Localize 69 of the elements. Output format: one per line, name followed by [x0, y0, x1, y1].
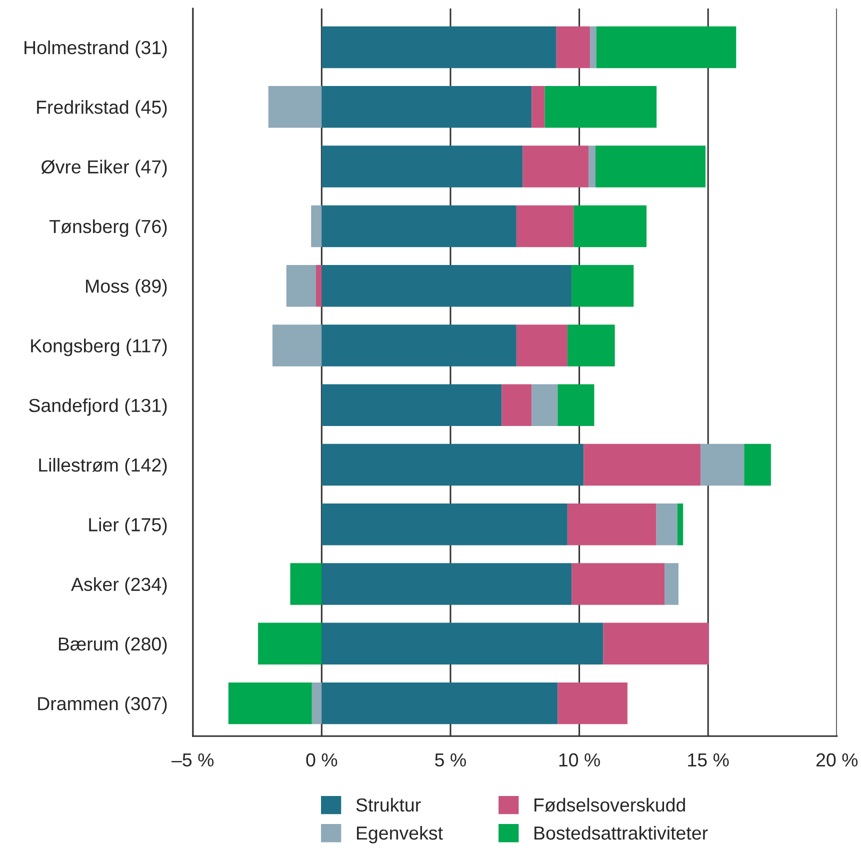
legend-label: Egenvekst	[356, 826, 443, 844]
y-tick-label: Øvre Eiker (47)	[41, 160, 167, 178]
bar	[532, 86, 545, 128]
bar	[567, 504, 656, 546]
bar	[556, 26, 590, 68]
bar	[322, 324, 516, 366]
bar	[558, 384, 594, 426]
legend-label: Bostedsattraktiviteter	[534, 826, 708, 840]
bar	[572, 563, 665, 605]
bar	[700, 444, 744, 486]
bar	[272, 324, 322, 366]
bar	[322, 86, 532, 128]
bar	[268, 86, 322, 128]
x-tick-label: 20 %	[816, 753, 858, 767]
bar	[744, 444, 771, 486]
bar	[677, 504, 684, 546]
bar	[322, 384, 502, 426]
bar	[532, 384, 558, 426]
bar	[322, 264, 572, 307]
bar	[312, 682, 322, 724]
bar	[316, 264, 322, 307]
bar	[516, 205, 574, 248]
bar	[572, 264, 634, 307]
bar	[502, 384, 532, 426]
bar	[228, 682, 312, 724]
y-tick-label: Lillestrøm (142)	[39, 458, 167, 476]
legend-label: Struktur	[356, 798, 421, 812]
bar	[322, 622, 604, 665]
bar	[596, 146, 706, 188]
bar	[258, 622, 322, 665]
y-tick-label: Bærum (280)	[58, 636, 167, 654]
bar	[574, 205, 647, 248]
x-tick-label: 15 %	[688, 753, 729, 767]
y-tick-label: Moss (89)	[86, 279, 167, 297]
bar	[322, 563, 572, 605]
y-tick-label: Kongsberg (117)	[31, 338, 167, 356]
bar	[311, 205, 322, 248]
bar	[290, 563, 322, 605]
bar	[516, 324, 568, 366]
bar	[584, 444, 701, 486]
x-tick-label: –5 %	[171, 753, 214, 767]
bar	[588, 146, 596, 188]
bar	[522, 146, 589, 188]
x-tick-label: 0 %	[306, 753, 338, 767]
y-tick-label: Drammen (307)	[38, 696, 167, 714]
bar	[656, 504, 678, 546]
y-tick-label: Lier (175)	[89, 518, 167, 536]
bar	[664, 563, 678, 605]
bar	[322, 504, 568, 546]
y-tick-label: Tønsberg (76)	[50, 219, 167, 237]
bar	[322, 682, 558, 724]
bar	[590, 26, 596, 68]
x-tick-label: 10 %	[559, 753, 600, 767]
bar	[558, 682, 628, 724]
bar	[544, 86, 657, 128]
legend-label: Fødselsoverskudd	[534, 798, 685, 812]
x-tick-label: 5 %	[435, 753, 466, 767]
bar	[567, 324, 615, 366]
y-tick-label: Asker (234)	[71, 577, 167, 595]
bar	[322, 205, 516, 248]
bar	[322, 146, 523, 188]
bar	[603, 622, 709, 665]
bar	[322, 444, 584, 486]
y-tick-label: Holmestrand (31)	[24, 40, 167, 58]
bar	[322, 26, 556, 68]
bar	[596, 26, 736, 68]
y-tick-label: Fredrikstad (45)	[37, 100, 167, 118]
y-tick-label: Sandefjord (131)	[29, 398, 167, 416]
bar	[286, 264, 316, 307]
